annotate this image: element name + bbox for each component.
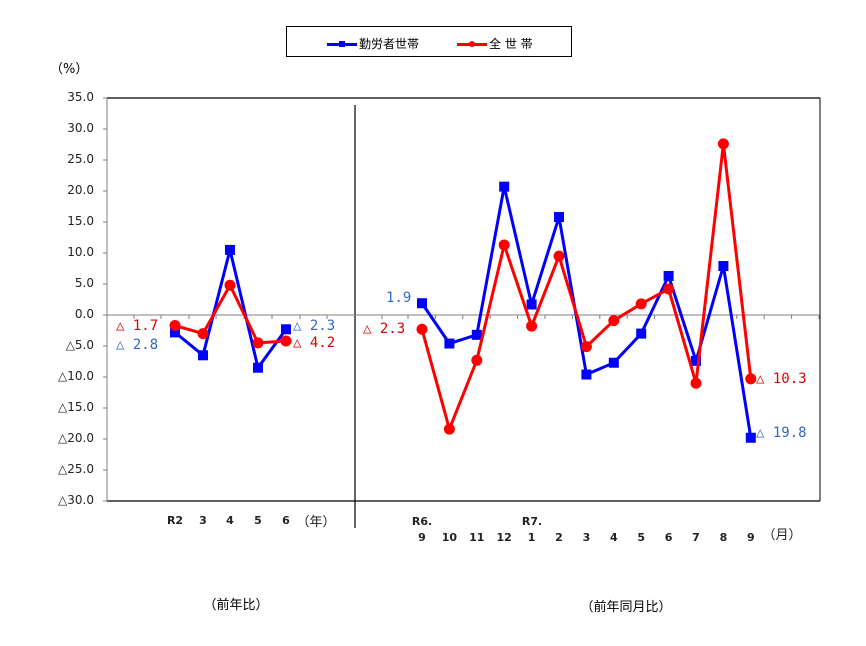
x-tick-year: R2 (166, 514, 184, 527)
x-tick-month: 11 (469, 531, 485, 544)
y-axis-unit: （%） (50, 62, 89, 77)
x-tick-month: 4 (609, 531, 618, 544)
era-label-r7: R7. (521, 515, 543, 528)
legend-swatch-red-circle-icon (457, 39, 487, 49)
x-tick-month: 9 (418, 531, 426, 544)
x-tick-year: 3 (199, 514, 207, 527)
x-tick-month: 3 (582, 531, 591, 544)
y-tick-label: △25.0 (58, 462, 94, 476)
y-tick-label: 0.0 (74, 307, 94, 321)
monthly-blue-start-label: 1.9 (386, 290, 412, 306)
legend-item-workers: 勤労者世帯 (327, 35, 419, 52)
x-tick-month: 7 (692, 531, 700, 544)
x-tick-year: 6 (282, 514, 290, 527)
annual-blue-start-label: △ 2.8 (116, 337, 159, 353)
x-tick-month: 9 (746, 531, 755, 544)
y-tick-label: 30.0 (67, 121, 94, 135)
y-tick-label: △5.0 (65, 338, 94, 352)
legend-item-all: 全 世 帯 (457, 35, 533, 52)
x-tick-month: 12 (496, 531, 512, 544)
caption-monthly: （前年同月比） (580, 600, 672, 615)
x-tick-month: 2 (555, 531, 563, 544)
annual-red-end-label: △ 4.2 (293, 335, 336, 351)
x-axis-unit-year: （年） (296, 515, 336, 530)
x-tick-month: 10 (441, 531, 458, 544)
monthly-red-end-label: △ 10.3 (756, 371, 807, 387)
y-tick-label: 15.0 (67, 214, 94, 228)
x-tick-month: 1 (527, 531, 536, 544)
y-tick-label: △30.0 (58, 493, 94, 507)
x-tick-month: 5 (637, 531, 646, 544)
annual-red-start-label: △ 1.7 (116, 318, 159, 334)
x-tick-year: 5 (254, 514, 262, 527)
era-label-r6: R6. (411, 515, 433, 528)
y-tick-label: 20.0 (67, 183, 94, 197)
y-tick-label: △10.0 (58, 369, 94, 383)
legend-label-all: 全 世 帯 (489, 37, 533, 51)
legend-swatch-blue-square-icon (327, 39, 357, 49)
chart-legend: 勤労者世帯 全 世 帯 (286, 26, 572, 57)
monthly-red-start-label: △ 2.3 (363, 321, 406, 337)
y-tick-label: 10.0 (67, 245, 94, 259)
y-tick-label: △20.0 (58, 431, 94, 445)
y-tick-label: 5.0 (74, 276, 94, 290)
caption-annual: （前年比） (203, 598, 269, 613)
annual-blue-end-label: △ 2.3 (293, 318, 336, 334)
legend-label-workers: 勤労者世帯 (359, 37, 420, 51)
x-axis-unit-month: （月） (762, 528, 802, 543)
x-tick-year: 4 (226, 514, 234, 527)
y-tick-label: 25.0 (67, 152, 94, 166)
y-tick-label: △15.0 (58, 400, 94, 414)
x-tick-month: 8 (719, 531, 728, 544)
monthly-blue-end-label: △ 19.8 (756, 425, 807, 441)
x-tick-month: 6 (664, 531, 673, 544)
y-tick-label: 35.0 (67, 90, 94, 104)
